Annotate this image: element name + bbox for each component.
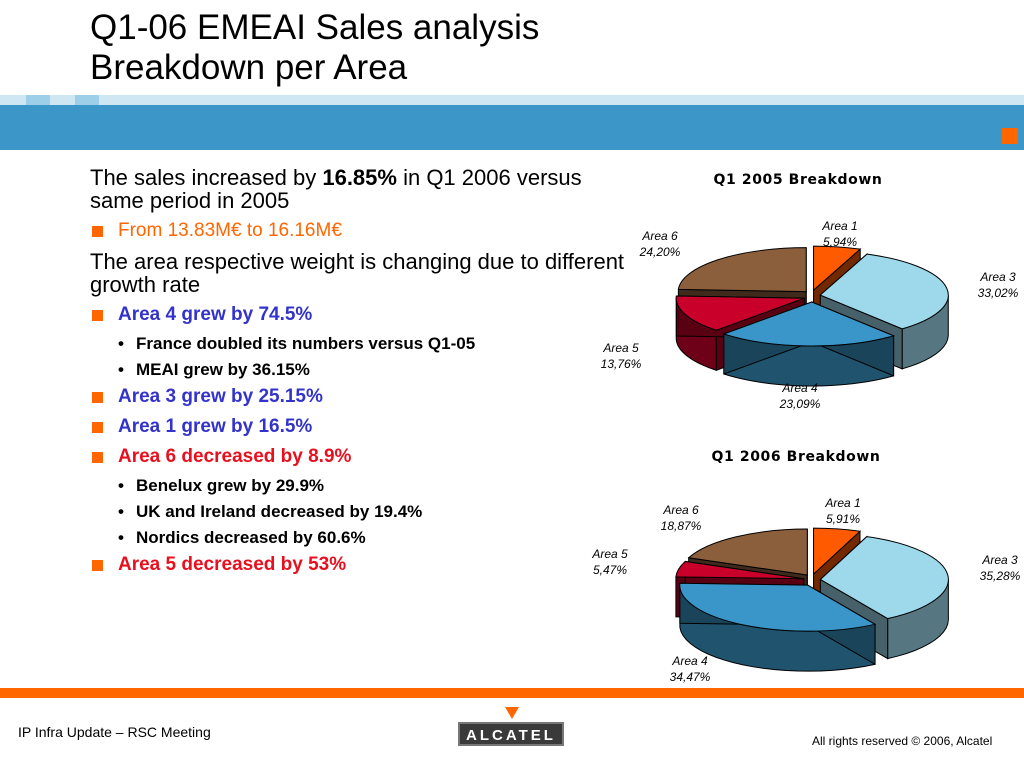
- pie-slice: [675, 295, 805, 331]
- subbullet-uk: • UK and Ireland decreased by 19.4%: [90, 502, 630, 522]
- slice-label: Area 1: [824, 496, 860, 510]
- chart-title: Q1 2006 Breakdown: [712, 449, 881, 465]
- bullet-area4: Area 4 grew by 74.5%: [90, 304, 630, 326]
- p1-prefix: The sales increased by: [90, 165, 323, 190]
- square-bullet-icon: [92, 560, 103, 571]
- slice-label: Area 4: [671, 654, 708, 668]
- subbullet-nordics: • Nordics decreased by 60.6%: [90, 528, 630, 548]
- bullet-text: MEAI grew by 36.15%: [136, 360, 310, 379]
- bullet-text: UK and Ireland decreased by 19.4%: [136, 502, 423, 521]
- p1-suffix: in Q1 2006 versus same period in 2005: [90, 165, 582, 213]
- slice-label: Area 5: [591, 547, 628, 561]
- slice-value-label: 13,76%: [601, 357, 642, 371]
- square-bullet-icon: [92, 310, 103, 321]
- bullet-text: Area 3 grew by 25.15%: [118, 386, 323, 407]
- square-bullet-icon: [92, 452, 103, 463]
- header-band-light: [0, 95, 1024, 105]
- alcatel-logo: ALCATEL: [458, 722, 564, 746]
- bullet-text: Area 5 decreased by 53%: [118, 554, 347, 575]
- square-bullet-icon: [92, 422, 103, 433]
- header-band-square-1: [26, 95, 50, 105]
- bullet-area6: Area 6 decreased by 8.9%: [90, 446, 630, 468]
- slice-label: Area 1: [821, 219, 857, 233]
- slice-label: Area 5: [602, 341, 639, 355]
- pie-slice: [813, 245, 862, 292]
- dot-bullet-icon: •: [118, 528, 124, 547]
- bullet-text: From 13.83M€ to 16.16M€: [118, 220, 342, 241]
- bullet-text: Nordics decreased by 60.6%: [136, 528, 366, 547]
- subbullet-meai: • MEAI grew by 36.15%: [90, 360, 630, 380]
- paragraph-sales-increase: The sales increased by 16.85% in Q1 2006…: [90, 166, 630, 212]
- title-line-1: Q1-06 EMEAI Sales analysis: [90, 8, 540, 47]
- bullet-area5: Area 5 decreased by 53%: [90, 554, 630, 576]
- slice-label: Area 6: [641, 229, 678, 243]
- bullet-text: Area 6 decreased by 8.9%: [118, 446, 352, 467]
- header-accent-square: [1002, 128, 1018, 144]
- pie-slice: [813, 527, 862, 576]
- slice-label: Area 4: [781, 381, 818, 395]
- header-band-square-2: [75, 95, 99, 105]
- slice-value-label: 34,47%: [670, 670, 711, 684]
- dot-bullet-icon: •: [118, 334, 124, 353]
- dot-bullet-icon: •: [118, 502, 124, 521]
- footer-copyright: All rights reserved © 2006, Alcatel: [812, 734, 993, 748]
- slice-value-label: 5,91%: [826, 512, 860, 526]
- slice-value-label: 5,47%: [593, 563, 627, 577]
- pie-slice: [675, 560, 804, 580]
- paragraph-area-weight: The area respective weight is changing d…: [90, 249, 625, 297]
- slice-value-label: 33,02%: [978, 286, 1019, 300]
- bullet-text: Area 4 grew by 74.5%: [118, 304, 313, 325]
- bullet-text: Benelux grew by 29.9%: [136, 476, 325, 495]
- subbullet-benelux: • Benelux grew by 29.9%: [90, 476, 630, 496]
- pie-slice: [687, 528, 808, 576]
- slice-value-label: 23,09%: [779, 397, 821, 411]
- square-bullet-icon: [92, 226, 103, 237]
- slide-title: Q1-06 EMEAI Sales analysis Breakdown per…: [90, 8, 539, 88]
- bullet-area1: Area 1 grew by 16.5%: [90, 416, 630, 438]
- slice-value-label: 35,28%: [980, 569, 1021, 583]
- footer-left-text: IP Infra Update – RSC Meeting: [18, 724, 211, 740]
- slice-label: Area 3: [981, 553, 1018, 567]
- slice-label: Area 3: [979, 270, 1016, 284]
- pie-slice: [679, 582, 877, 632]
- bullet-content: The sales increased by 16.85% in Q1 2006…: [90, 166, 630, 584]
- footer-line: [0, 688, 1024, 698]
- header-band: [0, 105, 1024, 150]
- bullet-area3: Area 3 grew by 25.15%: [90, 386, 630, 408]
- square-bullet-icon: [92, 392, 103, 403]
- slice-label: Area 6: [662, 503, 699, 517]
- alcatel-logo-triangle-icon: [505, 707, 519, 719]
- p1-bold-value: 16.85%: [322, 165, 397, 190]
- chart-title: Q1 2005 Breakdown: [714, 172, 883, 188]
- slice-value-label: 5,94%: [823, 235, 857, 249]
- bullet-text: Area 1 grew by 16.5%: [118, 416, 313, 437]
- dot-bullet-icon: •: [118, 360, 124, 379]
- pie-slice: [819, 536, 949, 620]
- pie-slice: [677, 247, 807, 293]
- slice-value-label: 18,87%: [661, 519, 702, 533]
- bullet-text: France doubled its numbers versus Q1-05: [136, 334, 476, 353]
- dot-bullet-icon: •: [118, 476, 124, 495]
- title-line-2: Breakdown per Area: [90, 48, 408, 87]
- bullet-from-to: From 13.83M€ to 16.16M€: [90, 220, 630, 242]
- pie-slice: [722, 301, 896, 347]
- pie-slice: [819, 253, 949, 330]
- slice-value-label: 24,20%: [639, 245, 681, 259]
- subbullet-france: • France doubled its numbers versus Q1-05: [90, 334, 630, 354]
